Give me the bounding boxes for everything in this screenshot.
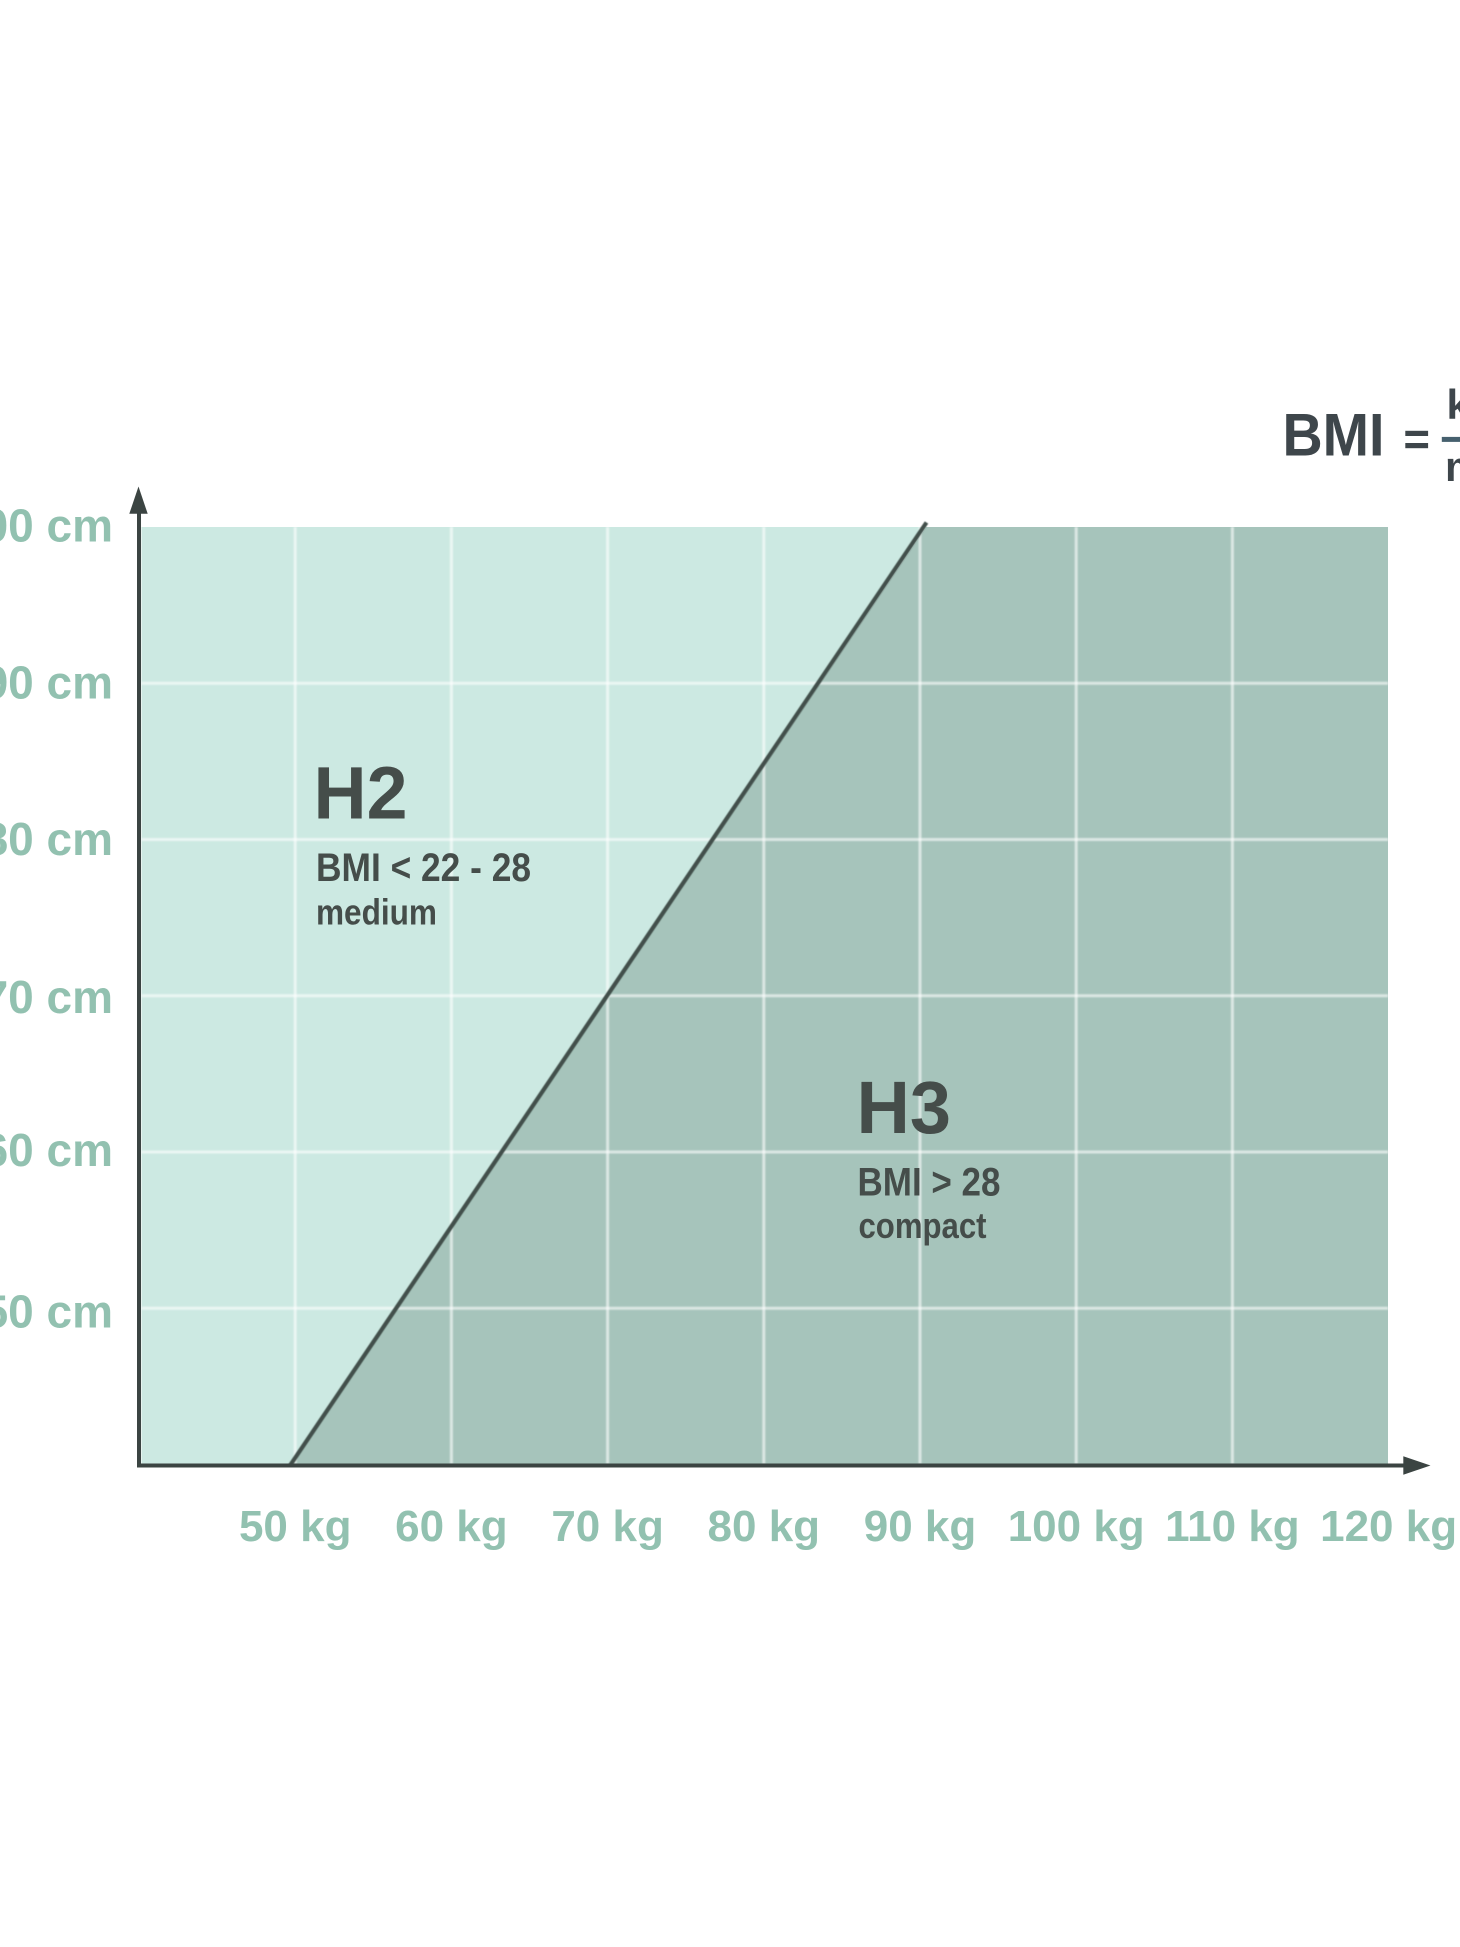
svg-text:170 cm: 170 cm <box>0 971 113 1023</box>
svg-text:BMI > 28: BMI > 28 <box>858 1161 1001 1205</box>
svg-text:150 cm: 150 cm <box>0 1286 113 1338</box>
svg-text:160 cm: 160 cm <box>0 1124 113 1176</box>
svg-text:H2: H2 <box>314 752 408 835</box>
svg-text:compact: compact <box>859 1205 987 1246</box>
svg-text:120 kg: 120 kg <box>1320 1502 1457 1551</box>
svg-text:190 cm: 190 cm <box>0 657 113 709</box>
svg-text:kg: kg <box>1447 381 1460 428</box>
svg-text:60 kg: 60 kg <box>395 1502 508 1551</box>
svg-text:H3: H3 <box>857 1066 952 1149</box>
svg-text:BMI: BMI <box>1283 402 1385 469</box>
svg-text:medium: medium <box>316 892 437 933</box>
svg-text:110 kg: 110 kg <box>1165 1502 1300 1551</box>
svg-text:80 kg: 80 kg <box>708 1502 821 1551</box>
svg-text:200 cm: 200 cm <box>0 500 113 552</box>
svg-text:50 kg: 50 kg <box>239 1502 352 1551</box>
svg-text:BMI < 22 - 28: BMI < 22 - 28 <box>316 846 531 890</box>
svg-text:70 kg: 70 kg <box>551 1502 664 1551</box>
svg-text:m²: m² <box>1445 443 1460 490</box>
svg-text:100 kg: 100 kg <box>1008 1502 1145 1551</box>
svg-text:90 kg: 90 kg <box>864 1502 977 1551</box>
svg-text:180 cm: 180 cm <box>0 813 113 865</box>
